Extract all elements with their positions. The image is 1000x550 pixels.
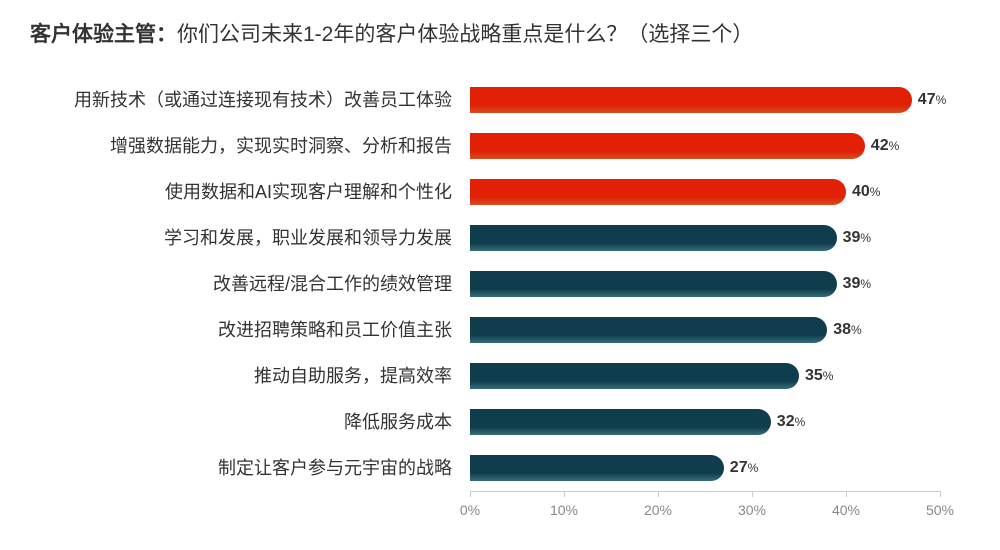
chart-row: 用新技术（或通过连接现有技术）改善员工体验47% — [30, 77, 970, 123]
bar-label: 改善远程/混合工作的绩效管理 — [30, 274, 470, 296]
bar-label: 制定让客户参与元宇宙的战略 — [30, 458, 470, 480]
x-axis-tick — [564, 491, 565, 497]
x-axis-label: 10% — [550, 502, 578, 518]
bar — [470, 363, 799, 389]
bar — [470, 133, 865, 159]
chart-row: 使用数据和AI实现客户理解和个性化 40% — [30, 169, 970, 215]
bar-track: 38% — [470, 315, 940, 345]
chart-row: 改进招聘策略和员工价值主张 38% — [30, 307, 970, 353]
bar-label: 降低服务成本 — [30, 412, 470, 434]
chart-rows: 用新技术（或通过连接现有技术）改善员工体验47%增强数据能力，实现实时洞察、分析… — [30, 77, 970, 491]
x-axis-label: 0% — [460, 502, 480, 518]
bar-label: 用新技术（或通过连接现有技术）改善员工体验 — [30, 90, 470, 112]
bar-label: 使用数据和AI实现客户理解和个性化 — [30, 182, 470, 204]
bar-value: 40% — [852, 183, 880, 201]
bar-track: 39% — [470, 269, 940, 299]
bar — [470, 455, 724, 481]
chart-title: 客户体验主管：你们公司未来1-2年的客户体验战略重点是什么？（选择三个） — [30, 20, 970, 49]
chart-row: 改善远程/混合工作的绩效管理 39% — [30, 261, 970, 307]
x-axis-label: 20% — [644, 502, 672, 518]
x-axis-tick — [846, 491, 847, 497]
bar — [470, 87, 912, 113]
bar-value: 35% — [805, 367, 833, 385]
bar — [470, 225, 837, 251]
chart-area: 0%10%20%30%40%50% 用新技术（或通过连接现有技术）改善员工体验4… — [30, 77, 970, 537]
bar-label: 学习和发展，职业发展和领导力发展 — [30, 228, 470, 250]
bar-track: 39% — [470, 223, 940, 253]
bar-label: 改进招聘策略和员工价值主张 — [30, 320, 470, 342]
chart-row: 学习和发展，职业发展和领导力发展 39% — [30, 215, 970, 261]
x-axis-tick — [658, 491, 659, 497]
bar-value: 39% — [843, 229, 871, 247]
x-axis-tick — [752, 491, 753, 497]
x-axis-line — [470, 491, 940, 492]
bar-track: 47% — [470, 85, 940, 115]
x-axis-label: 40% — [832, 502, 860, 518]
bar-value: 47% — [918, 91, 946, 109]
chart-title-bold: 客户体验主管： — [30, 23, 177, 46]
bar-value: 39% — [843, 275, 871, 293]
bar — [470, 317, 827, 343]
chart-row: 制定让客户参与元宇宙的战略 27% — [30, 445, 970, 491]
bar — [470, 271, 837, 297]
bar-track: 35% — [470, 361, 940, 391]
x-axis-label: 50% — [926, 502, 954, 518]
bar-value: 42% — [871, 137, 899, 155]
chart-row: 增强数据能力，实现实时洞察、分析和报告 42% — [30, 123, 970, 169]
bar-track: 40% — [470, 177, 940, 207]
bar-label: 推动自助服务，提高效率 — [30, 366, 470, 388]
bar-value: 38% — [833, 321, 861, 339]
bar-value: 27% — [730, 459, 758, 477]
bar-track: 27% — [470, 453, 940, 483]
bar-track: 42% — [470, 131, 940, 161]
bar-label: 增强数据能力，实现实时洞察、分析和报告 — [30, 136, 470, 158]
bar-track: 32% — [470, 407, 940, 437]
x-axis-tick — [470, 491, 471, 497]
bar — [470, 409, 771, 435]
chart-row: 推动自助服务，提高效率 35% — [30, 353, 970, 399]
bar-value: 32% — [777, 413, 805, 431]
x-axis-tick — [940, 491, 941, 497]
x-axis-label: 30% — [738, 502, 766, 518]
bar — [470, 179, 846, 205]
chart-title-rest: 你们公司未来1-2年的客户体验战略重点是什么？（选择三个） — [177, 23, 753, 46]
chart-row: 降低服务成本 32% — [30, 399, 970, 445]
